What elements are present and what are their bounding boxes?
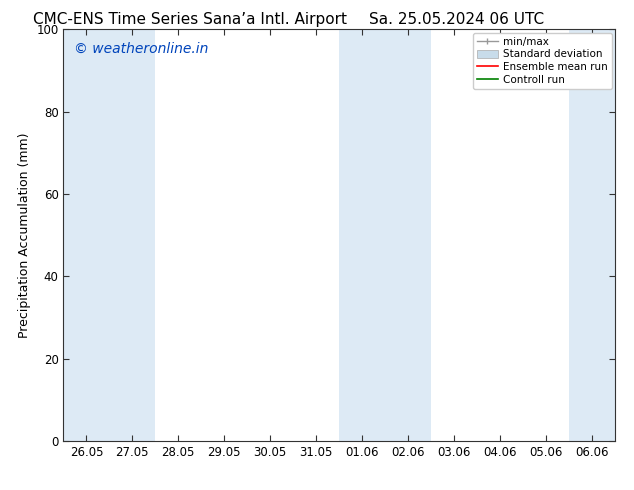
Bar — [569, 29, 615, 441]
Legend: min/max, Standard deviation, Ensemble mean run, Controll run: min/max, Standard deviation, Ensemble me… — [473, 32, 612, 89]
Text: CMC-ENS Time Series Sana’a Intl. Airport: CMC-ENS Time Series Sana’a Intl. Airport — [33, 12, 347, 27]
Y-axis label: Precipitation Accumulation (mm): Precipitation Accumulation (mm) — [18, 132, 30, 338]
Text: © weatheronline.in: © weatheronline.in — [74, 42, 209, 56]
Bar — [385, 29, 431, 441]
Bar — [63, 29, 110, 441]
Bar — [110, 29, 155, 441]
Bar — [339, 29, 385, 441]
Text: Sa. 25.05.2024 06 UTC: Sa. 25.05.2024 06 UTC — [369, 12, 544, 27]
